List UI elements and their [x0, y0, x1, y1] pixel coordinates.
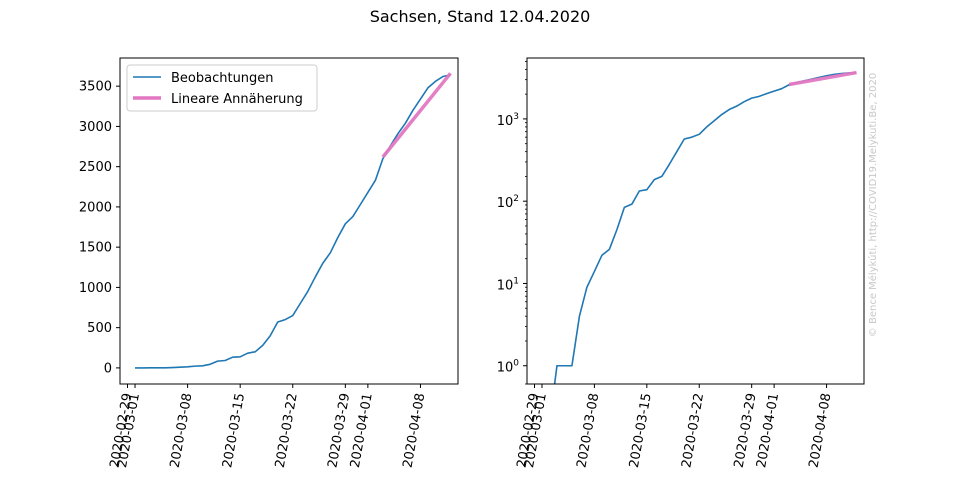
- x-tick-label: 2020-03-22: [273, 392, 301, 469]
- x-tick-label: 2020-04-08: [807, 392, 835, 469]
- fit-line: [788, 70, 857, 87]
- y-tick-label: 3000: [79, 120, 112, 135]
- x-tick-label: 2020-03-15: [627, 392, 655, 469]
- legend-box: [126, 64, 318, 112]
- observation-line: [553, 71, 857, 384]
- observation-line: [135, 74, 451, 369]
- y-tick-label: 1000: [79, 281, 112, 296]
- y-tick-label: 103: [497, 112, 519, 129]
- y-tick-label: 2500: [79, 160, 112, 175]
- axes-frame: [526, 57, 865, 385]
- fit-line: [381, 72, 452, 159]
- legend: Beobachtungen Lineare Annäherung: [126, 64, 318, 112]
- x-tick-label: 2020-03-22: [679, 392, 707, 469]
- x-tick-label: 2020-04-08: [400, 392, 428, 469]
- x-tick-label: 2020-03-08: [574, 392, 602, 469]
- y-tick-label: 3500: [79, 80, 112, 95]
- y-tick-label: 500: [87, 321, 112, 336]
- y-tick-label: 100: [497, 359, 520, 376]
- y-tick-label: 101: [497, 276, 519, 293]
- axes-frame: [119, 57, 459, 385]
- legend-label: Beobachtungen: [171, 71, 274, 86]
- y-tick-label: 2000: [79, 200, 112, 215]
- watermark: © Bence Mélykúti, http://COVID19.Melykut…: [867, 73, 879, 337]
- x-tick-label: 2020-04-01: [754, 392, 782, 469]
- y-tick-label: 0: [104, 361, 112, 376]
- x-tick-label: 2020-03-15: [220, 392, 248, 469]
- legend-label: Lineare Annäherung: [171, 92, 303, 107]
- y-tick-label: 1500: [79, 241, 112, 256]
- x-tick-label: 2020-04-01: [348, 392, 376, 469]
- figure-title: Sachsen, Stand 12.04.2020: [370, 7, 591, 26]
- x-tick-label: 2020-03-08: [168, 392, 196, 469]
- y-tick-label: 102: [497, 194, 519, 211]
